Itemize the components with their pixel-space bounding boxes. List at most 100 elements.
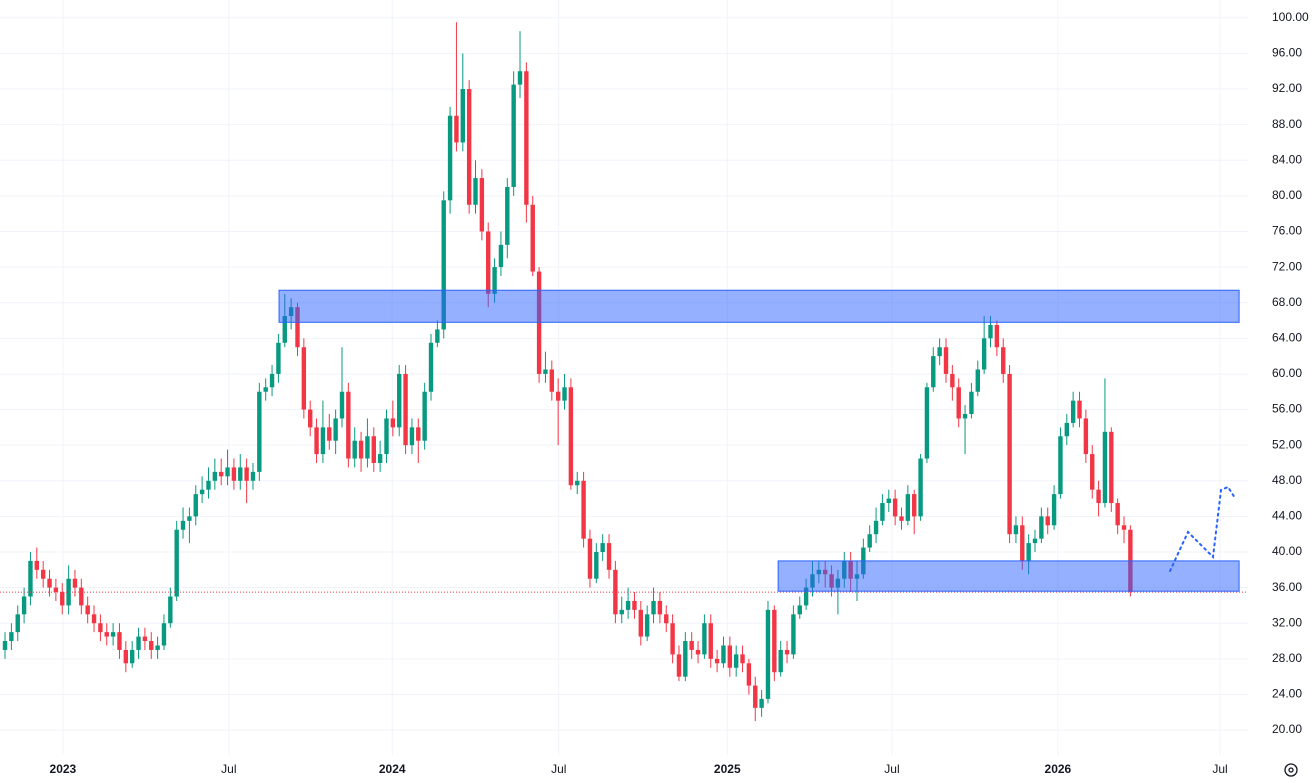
candle-body [428,342,434,392]
candle-body [1007,373,1012,535]
candle-body [352,440,357,459]
candle-body [1032,538,1038,544]
candle-body [180,520,186,530]
candle-body [912,494,917,517]
candle-body [308,409,313,428]
y-tick-label: 52.00 [1272,437,1302,451]
candle-body [1109,431,1114,504]
candle-body [225,467,230,477]
y-tick-label: 44.00 [1272,509,1302,523]
candle-body [104,632,109,637]
y-tick-label: 24.00 [1272,687,1302,701]
candle-body [962,414,968,419]
y-tick-label: 60.00 [1272,366,1302,380]
candle-body [384,418,389,455]
candle-body [301,347,307,410]
candle-body [803,587,809,606]
candle-body [517,71,523,85]
candle-body [1083,418,1089,455]
settings-button[interactable] [1284,763,1298,777]
candle-body [174,529,179,597]
candle-body [619,609,624,615]
candle-body [702,623,707,655]
candle-body [454,115,459,143]
candle-body [91,614,97,624]
candle-body [644,614,650,637]
candle-body [149,641,154,650]
candle-body [28,560,33,597]
candle-body [193,494,198,517]
candle-body [511,84,516,187]
candle-body [638,609,644,637]
gear-outline[interactable] [1284,763,1298,777]
candle-body [549,369,555,392]
y-tick-label: 76.00 [1272,224,1302,238]
candle-body [136,636,141,650]
candle-body [943,347,949,374]
candle-body [791,614,796,655]
candle-body [161,623,167,646]
candle-body [772,609,777,673]
candle-body [1090,454,1095,490]
x-tick-label: Jul [221,762,236,776]
candle-body [358,440,364,459]
candle-body [142,636,148,642]
candle-body [473,178,478,205]
y-tick-label: 48.00 [1272,473,1302,487]
y-tick-label: 36.00 [1272,580,1302,594]
candle-body [1001,347,1006,374]
candle-body [721,645,726,664]
candle-body [498,244,504,268]
candle-body [733,654,739,668]
candle-body [530,204,535,272]
candle-body [505,186,510,245]
candle-body [187,516,192,521]
candle-body [1045,516,1050,526]
candle-body [1058,436,1063,495]
candle-body [117,632,122,650]
candle-body [34,560,40,570]
candle-body [212,471,218,481]
candle-body [1026,543,1031,561]
candle-body [676,654,682,677]
candle-body [931,356,936,388]
candle-body [40,569,46,579]
candle-body [975,369,980,392]
candle-body [66,578,71,606]
candle-body [282,316,287,343]
x-tick-label: Jul [551,762,566,776]
gear-center[interactable] [1288,767,1294,773]
y-tick-label: 92.00 [1272,81,1302,95]
candle-body [346,391,351,459]
y-tick-label: 28.00 [1272,651,1302,665]
candle-body [263,387,268,392]
y-tick-label: 88.00 [1272,117,1302,131]
y-tick-label: 64.00 [1272,330,1302,344]
candle-body [218,471,224,477]
candle-body [1115,503,1120,526]
candle-body [657,600,663,615]
zones [278,289,1240,592]
candle-body [231,467,237,481]
candle-body [1102,431,1108,504]
x-tick-label: Jul [884,762,899,776]
candle-body [199,489,205,495]
candle-body [244,467,249,481]
candle-body [587,538,593,579]
candle-body [1064,422,1069,437]
candle-body [447,115,453,201]
candle-body [333,418,338,441]
y-tick-label: 84.00 [1272,152,1302,166]
candle-body [377,454,383,463]
candle-body [625,600,631,610]
candle-body [886,498,891,504]
candle-body [1121,525,1127,530]
candle-body [320,427,326,455]
candle-body [47,578,52,588]
candle-body [1070,400,1076,423]
candle-body [765,609,771,699]
y-tick-label: 100.00 [1272,10,1309,24]
candle-body [206,480,211,490]
